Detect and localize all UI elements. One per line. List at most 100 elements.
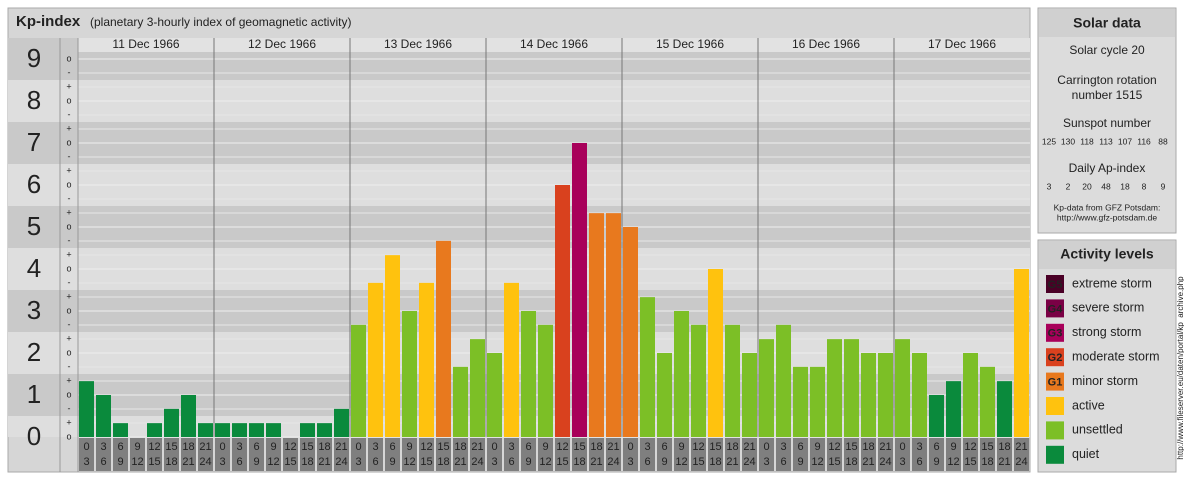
legend-swatch bbox=[1046, 275, 1064, 293]
x-label-box bbox=[1014, 438, 1029, 471]
x-label-box bbox=[759, 438, 774, 471]
chart-subtitle: (planetary 3-hourly index of geomagnetic… bbox=[90, 15, 351, 29]
day-label: 16 Dec 1966 bbox=[792, 37, 860, 51]
source: Kp-data from GFZ Potsdam: bbox=[1054, 202, 1161, 212]
x-tick-label: 3 bbox=[899, 456, 905, 468]
x-label-box bbox=[878, 438, 893, 471]
x-tick-label: 21 bbox=[862, 456, 874, 468]
bar bbox=[657, 353, 672, 437]
legend-label: active bbox=[1072, 398, 1105, 412]
minor-tick-label: o bbox=[66, 53, 71, 63]
legend-swatch bbox=[1046, 323, 1064, 342]
x-tick-label: 24 bbox=[471, 456, 483, 468]
x-tick-label: 3 bbox=[83, 456, 89, 468]
day-header bbox=[78, 38, 1030, 52]
x-tick-label: 15 bbox=[437, 441, 449, 453]
x-label-box bbox=[623, 438, 638, 471]
x-label-box bbox=[317, 438, 332, 471]
bar bbox=[793, 366, 808, 437]
x-tick-label: 15 bbox=[845, 441, 857, 453]
x-label-box bbox=[946, 438, 961, 471]
sunspot-number: 125 bbox=[1042, 136, 1056, 146]
x-label-box bbox=[725, 438, 740, 471]
bar bbox=[827, 339, 842, 437]
x-label-box bbox=[555, 438, 570, 471]
x-tick-label: 9 bbox=[950, 441, 956, 453]
panel-header bbox=[1039, 9, 1175, 37]
sunspot-number: 88 bbox=[1158, 136, 1168, 146]
bar bbox=[215, 423, 230, 437]
bar bbox=[232, 423, 247, 437]
solar-panel bbox=[1037, 7, 1177, 234]
minor-tick-label: + bbox=[66, 123, 71, 133]
x-tick-label: 21 bbox=[182, 456, 194, 468]
x-tick-label: 0 bbox=[899, 441, 905, 453]
legend-label: moderate storm bbox=[1072, 349, 1160, 363]
bar bbox=[113, 423, 128, 437]
bar bbox=[453, 366, 468, 437]
bar bbox=[249, 423, 264, 437]
x-tick-label: 21 bbox=[607, 441, 619, 453]
x-tick-label: 0 bbox=[83, 441, 89, 453]
y-tick-label: 4 bbox=[27, 253, 41, 283]
x-tick-label: 6 bbox=[661, 441, 667, 453]
x-label-box bbox=[232, 438, 247, 471]
bar bbox=[181, 395, 196, 437]
y-tick-label: 2 bbox=[27, 337, 41, 367]
bar bbox=[759, 339, 774, 437]
x-tick-label: 18 bbox=[726, 441, 738, 453]
minor-tick-label: o bbox=[66, 389, 71, 399]
minor-tick-label: - bbox=[68, 235, 71, 245]
bar bbox=[334, 408, 349, 437]
legend-code: G4 bbox=[1048, 303, 1064, 315]
legend-swatch bbox=[1046, 421, 1064, 440]
minor-tick-label: o bbox=[66, 347, 71, 357]
day-label: 13 Dec 1966 bbox=[384, 37, 452, 51]
bar bbox=[487, 353, 502, 437]
x-tick-label: 21 bbox=[335, 441, 347, 453]
x-label-box bbox=[113, 438, 128, 471]
bar bbox=[776, 324, 791, 437]
minor-tick-label: + bbox=[66, 207, 71, 217]
bar bbox=[946, 381, 961, 437]
bar bbox=[572, 143, 587, 437]
minor-tick-label: o bbox=[66, 305, 71, 315]
x-label-box bbox=[674, 438, 689, 471]
x-label-box bbox=[827, 438, 842, 471]
legend-code: G5 bbox=[1048, 279, 1063, 291]
y-tick-label: 3 bbox=[27, 295, 41, 325]
bar bbox=[351, 324, 366, 437]
bar bbox=[402, 311, 417, 437]
x-tick-label: 3 bbox=[100, 441, 106, 453]
bar bbox=[708, 269, 723, 437]
x-tick-label: 9 bbox=[270, 441, 276, 453]
x-label-box bbox=[181, 438, 196, 471]
x-tick-label: 18 bbox=[301, 456, 313, 468]
bar bbox=[436, 240, 451, 437]
x-tick-label: 6 bbox=[236, 456, 242, 468]
x-tick-label: 21 bbox=[471, 441, 483, 453]
minor-tick-label: + bbox=[66, 333, 71, 343]
x-tick-label: 9 bbox=[661, 456, 667, 468]
x-tick-label: 18 bbox=[981, 456, 993, 468]
x-tick-label: 15 bbox=[692, 456, 704, 468]
bar bbox=[861, 353, 876, 437]
day-label: 12 Dec 1966 bbox=[248, 37, 316, 51]
x-tick-label: 3 bbox=[763, 456, 769, 468]
bar bbox=[895, 339, 910, 437]
y-tick-label: 5 bbox=[27, 211, 41, 241]
x-tick-label: 15 bbox=[301, 441, 313, 453]
x-label-box bbox=[589, 438, 604, 471]
x-tick-label: 18 bbox=[437, 456, 449, 468]
x-tick-label: 24 bbox=[1015, 456, 1027, 468]
bar bbox=[640, 297, 655, 437]
bar bbox=[742, 353, 757, 437]
x-label-box bbox=[997, 438, 1012, 471]
legend-label: severe storm bbox=[1072, 301, 1144, 315]
x-tick-label: 21 bbox=[590, 456, 602, 468]
x-tick-label: 12 bbox=[556, 441, 568, 453]
y-tick-label: 8 bbox=[27, 85, 41, 115]
x-tick-label: 24 bbox=[335, 456, 347, 468]
bar bbox=[1014, 269, 1029, 437]
carrington: Carrington rotation bbox=[1057, 73, 1156, 87]
